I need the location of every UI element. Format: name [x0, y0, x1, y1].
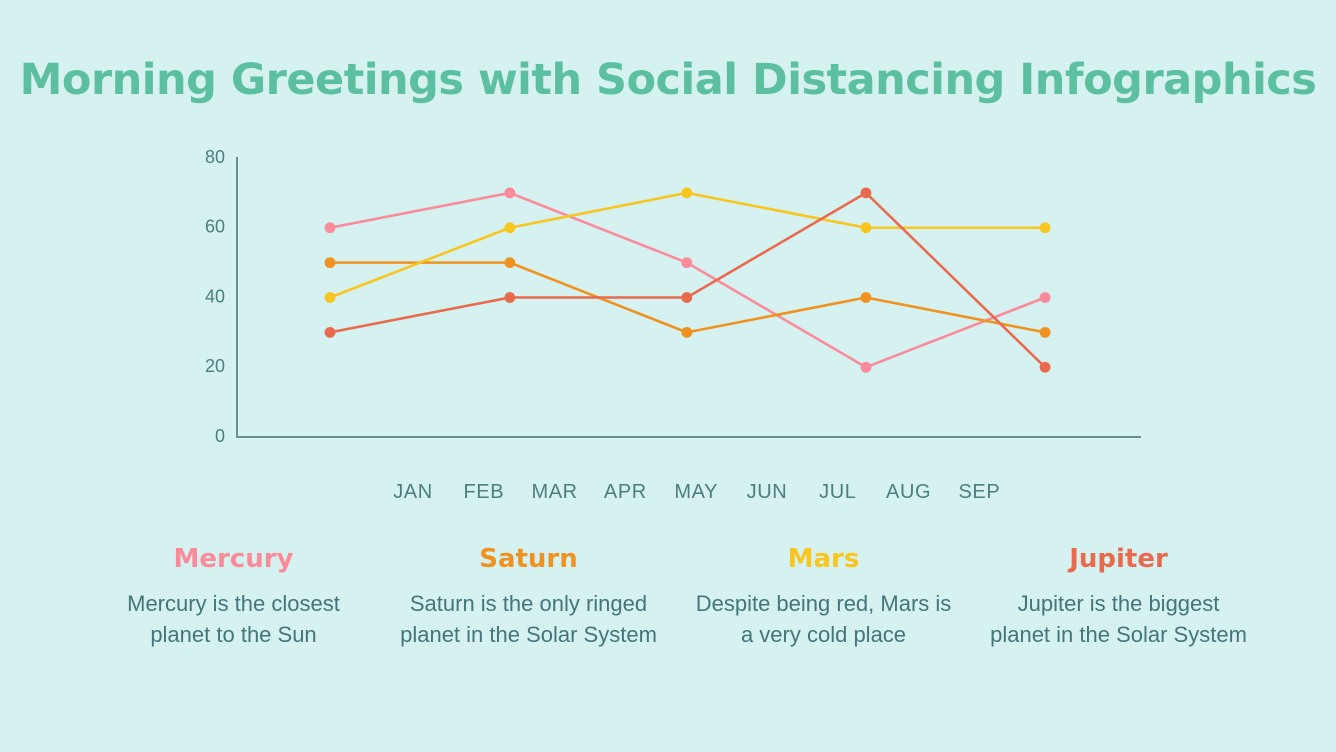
chart-series-mars — [324, 187, 1051, 303]
y-axis-tick-label: 80 — [205, 147, 225, 167]
y-axis-tick-label: 40 — [205, 286, 225, 306]
chart-series-saturn — [324, 257, 1051, 338]
legend-item-title: Jupiter — [1069, 544, 1168, 574]
legend-item-description: Jupiter is the biggest planet in the Sol… — [990, 590, 1247, 647]
series-data-point[interactable] — [504, 222, 516, 234]
legend-item-mercury: Mercury Mercury is the closest planet to … — [86, 545, 381, 650]
y-axis-tick-label: 0 — [215, 426, 225, 446]
series-data-point[interactable] — [504, 187, 516, 199]
series-data-point[interactable] — [324, 292, 336, 303]
page-title: Morning Greetings with Social Distancing… — [19, 55, 1317, 105]
series-line — [328, 191, 1047, 369]
series-line — [328, 191, 1047, 299]
legend-item-description: Mercury is the closest planet to the Sun — [127, 590, 340, 647]
y-axis-tick-label: 20 — [205, 356, 225, 376]
series-data-point[interactable] — [860, 361, 872, 373]
x-axis-tick-label: MAR — [531, 481, 577, 503]
legend-item-title: Mercury — [173, 544, 294, 574]
series-data-point[interactable] — [860, 292, 872, 303]
x-axis-tick-label: MAY — [674, 481, 718, 503]
series-data-point[interactable] — [324, 222, 336, 234]
legend-item-title: Saturn — [479, 544, 578, 574]
series-data-point[interactable] — [681, 257, 693, 269]
axis-lines — [236, 157, 1141, 438]
chart-axes — [236, 157, 1141, 438]
series-data-point[interactable] — [860, 187, 872, 199]
x-axis-tick-label: SEP — [958, 481, 1000, 503]
legend-item-title: Mars — [787, 544, 860, 574]
series-data-point[interactable] — [860, 222, 872, 234]
chart-series-group — [324, 187, 1051, 373]
y-axis-tick-labels: 0 20 40 60 80 — [205, 147, 225, 446]
y-axis-tick-label: 60 — [205, 217, 225, 237]
x-axis-tick-label: FEB — [463, 481, 504, 503]
legend-item-description: Saturn is the only ringed planet in the … — [400, 590, 657, 647]
chart-svg: 0 20 40 60 80 JAN FEB MAR APR MAY JUN JUL AUG SEP — [205, 147, 1141, 503]
series-data-point[interactable] — [1039, 292, 1051, 303]
series-line — [328, 191, 1047, 369]
legend: Mercury Mercury is the closest planet to … — [86, 545, 1266, 650]
chart-series-mercury — [324, 187, 1051, 373]
x-axis-tick-label: JAN — [393, 481, 433, 503]
x-axis-tick-label: APR — [604, 481, 647, 503]
series-data-point[interactable] — [681, 187, 693, 199]
series-data-point[interactable] — [324, 257, 336, 269]
x-axis-tick-label: AUG — [886, 481, 931, 503]
legend-item-jupiter: Jupiter Jupiter is the biggest planet in … — [971, 545, 1266, 650]
series-data-point[interactable] — [1039, 222, 1051, 234]
series-data-point[interactable] — [681, 292, 693, 303]
chart-series-jupiter — [324, 187, 1051, 373]
series-data-point[interactable] — [504, 257, 516, 269]
x-axis-tick-label: JUN — [747, 481, 788, 503]
legend-item-description: Despite being red, Mars is a very cold p… — [695, 590, 952, 647]
series-data-point[interactable] — [504, 292, 516, 303]
series-data-point[interactable] — [1039, 361, 1051, 373]
series-data-point[interactable] — [681, 326, 693, 338]
series-data-point[interactable] — [324, 326, 336, 338]
x-axis-tick-labels: JAN FEB MAR APR MAY JUN JUL AUG SEP — [393, 481, 1000, 503]
series-data-point[interactable] — [1039, 326, 1051, 338]
line-chart: 0 20 40 60 80 JAN FEB MAR APR MAY JUN JUL AUG SEP — [205, 147, 1141, 503]
x-axis-tick-label: JUL — [819, 481, 856, 503]
legend-item-saturn: Saturn Saturn is the only ringed planet i… — [381, 545, 676, 650]
legend-item-mars: Mars Despite being red, Mars is a very co… — [676, 545, 971, 650]
